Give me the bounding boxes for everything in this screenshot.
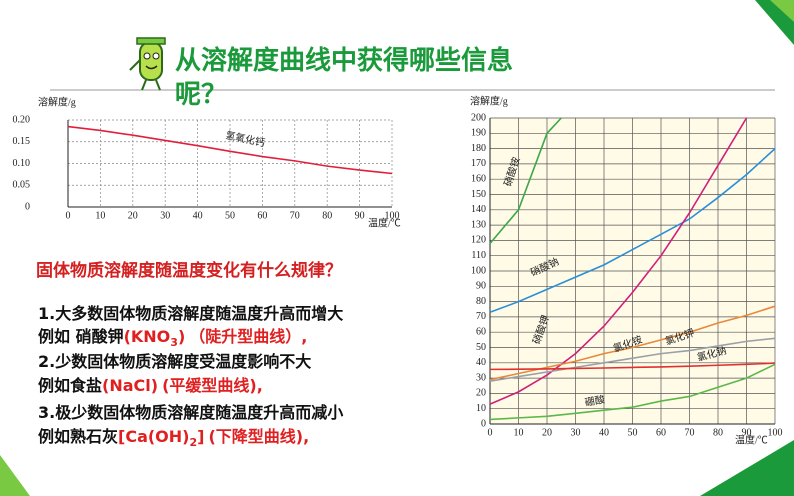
x-axis-label: 温度/℃ [735,433,768,446]
point-text: (NaCl) [102,376,159,395]
point-line: 1.大多数固体物质溶解度随温度升高而增大 [38,300,343,324]
y-tick-label: 200 [471,112,486,123]
slide-title: 从溶解度曲线中获得哪些信息呢？ [175,46,514,110]
series-line [489,117,562,244]
y-tick-label: 170 [471,158,486,169]
series-label: 氢氧化钙 [224,128,266,149]
x-tick-label: 80 [322,210,332,221]
x-tick-label: 20 [128,210,138,221]
point-line: 例如熟石灰[Ca(OH)2] (下降型曲线), [38,423,309,449]
series-label: 硼酸 [584,393,606,409]
point-text: 1.大多数固体物质溶解度随温度升高而增大 [38,304,344,323]
point-text: ] [197,427,205,446]
point-line: 例如 硝酸钾(KNO3) （陡升型曲线）, [38,323,307,349]
point-text: 2 [189,436,198,450]
y-tick-label: 80 [476,296,486,307]
series-line [489,337,776,382]
x-tick-label: 40 [193,210,203,221]
y-tick-label: 110 [471,250,486,261]
series-line [489,363,776,421]
y-tick-label: 10 [476,403,486,414]
x-tick-label: 20 [542,427,552,438]
x-tick-label: 50 [628,427,638,438]
point-text: （陡升型曲线）, [189,327,308,346]
x-tick-label: 10 [514,427,524,438]
x-tick-label: 70 [290,210,300,221]
x-tick-label: 100 [385,210,400,221]
point-text: 例如 硝酸钾 [38,327,124,346]
x-tick-label: 0 [488,427,493,438]
y-tick-label: 30 [476,372,486,383]
series-line [489,117,748,405]
point-text: 例如熟石灰 [38,427,119,446]
mascot-icon [129,37,166,91]
point-text: 2.少数固体物质溶解度受温度影响不大 [38,352,312,371]
point-text: ) [177,327,186,346]
x-tick-label: 100 [768,427,783,438]
y-tick-label: 70 [476,311,486,322]
x-tick-label: 90 [742,427,752,438]
series-line [67,125,393,175]
y-tick-label: 90 [476,281,486,292]
x-tick-label: 70 [685,427,695,438]
y-tick-label: 0.20 [13,114,31,125]
y-tick-label: 190 [471,128,486,139]
x-tick-label: 50 [225,210,235,221]
x-tick-label: 60 [257,210,267,221]
y-tick-label: 130 [471,219,486,230]
y-tick-label: 0.10 [13,158,31,169]
y-tick-label: 120 [471,235,486,246]
point-text: 3 [170,336,178,350]
x-tick-label: 90 [355,210,365,221]
x-tick-label: 30 [160,210,170,221]
question: 固体物质溶解度随温度变化有什么规律？ [36,261,342,281]
y-tick-label: 40 [476,357,486,368]
y-tick-label: 140 [471,204,486,215]
corner-decoration [700,440,794,496]
corner-decoration [770,0,794,22]
y-tick-label: 0.05 [13,180,31,191]
y-tick-label: 180 [471,143,486,154]
y-tick-label: 50 [476,342,486,353]
x-tick-label: 0 [66,210,71,221]
y-tick-label: 0.15 [13,136,31,147]
y-axis-label: 溶解度/g [470,94,508,107]
x-tick-label: 80 [713,427,723,438]
point-text: (下降型曲线), [208,427,310,446]
point-line: 例如食盐(NaCl) (平缓型曲线), [38,372,263,396]
x-axis-label: 温度/℃ [368,216,401,229]
corner-decoration [0,455,30,496]
y-tick-label: 160 [471,173,486,184]
point-text: 3.极少数固体物质溶解度随温度升高而减小 [38,403,344,422]
y-tick-label: 60 [476,326,486,337]
point-text: [Ca(OH) [118,427,190,446]
point-line: 3.极少数固体物质溶解度随温度升高而减小 [38,399,343,423]
point-line: 2.少数固体物质溶解度受温度影响不大 [38,348,311,372]
series-line [489,148,776,314]
y-tick-label: 0 [481,418,486,429]
x-tick-label: 10 [95,210,105,221]
point-text: (KNO [123,327,171,346]
y-tick-label: 0 [25,201,30,212]
y-tick-label: 150 [471,189,486,200]
x-tick-label: 30 [571,427,581,438]
x-tick-label: 40 [599,427,609,438]
point-text: 例如食盐 [38,376,103,395]
y-axis-label: 溶解度/g [38,95,76,108]
y-tick-label: 100 [471,265,486,276]
series-line [489,362,776,371]
y-tick-label: 20 [476,388,486,399]
point-text: (平缓型曲线), [162,376,263,395]
x-tick-label: 60 [656,427,666,438]
